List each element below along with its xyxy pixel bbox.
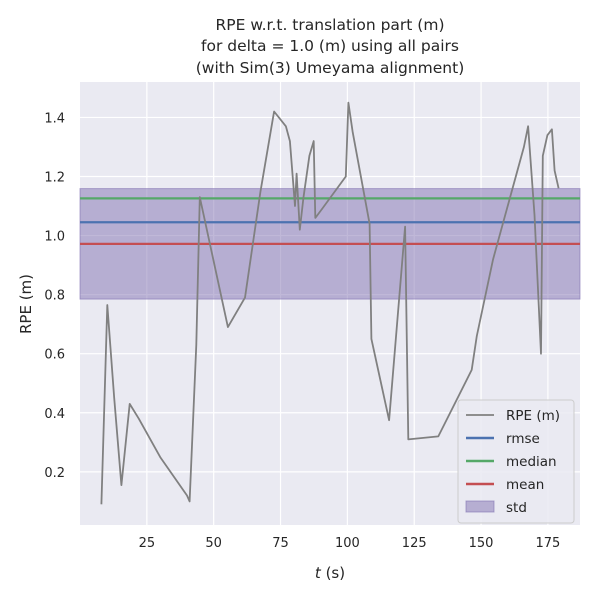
rpe-series-line <box>100 101 560 505</box>
legend-label-std: std <box>506 500 527 516</box>
legend-label-median: median <box>506 454 557 470</box>
x-tick-label: 125 <box>402 536 427 551</box>
y-tick-labels: 0.2 0.4 0.6 0.8 1.0 1.2 1.4 <box>44 111 65 480</box>
chart-title-line-1: RPE w.r.t. translation part (m) <box>215 16 444 34</box>
x-axis-label-unit: (s) <box>321 564 345 582</box>
x-axis-label: t (s) <box>315 564 345 582</box>
y-tick-label: 0.8 <box>44 289 65 304</box>
legend-label-mean: mean <box>506 477 544 493</box>
y-tick-label: 0.4 <box>44 407 65 422</box>
y-axis-label: RPE (m) <box>17 274 35 334</box>
legend-box <box>457 399 575 524</box>
rpe-series-group <box>100 101 560 505</box>
legend: RPE (m) rmse median mean std <box>457 399 575 524</box>
legend-label-RPE (m): RPE (m) <box>506 408 560 424</box>
x-tick-label: 150 <box>469 536 494 551</box>
chart-title-line-3: (with Sim(3) Umeyama alignment) <box>196 59 465 77</box>
x-tick-label: 50 <box>205 536 222 551</box>
y-tick-label: 1.0 <box>44 230 65 245</box>
legend-swatch-std <box>465 500 495 513</box>
y-tick-label: 0.6 <box>44 348 65 363</box>
chart-title-line-2: for delta = 1.0 (m) using all pairs <box>201 37 459 55</box>
x-tick-labels: 25 50 75 100 125 150 175 <box>139 536 561 551</box>
legend-label-rmse: rmse <box>506 431 540 447</box>
y-tick-label: 0.2 <box>44 466 65 481</box>
y-tick-label: 1.4 <box>44 111 65 126</box>
x-axis-label-variable: t <box>315 564 322 582</box>
x-tick-label: 25 <box>139 536 156 551</box>
x-tick-label: 75 <box>272 536 289 551</box>
x-tick-label: 175 <box>536 536 561 551</box>
x-tick-label: 100 <box>335 536 360 551</box>
y-tick-label: 1.2 <box>44 171 65 186</box>
